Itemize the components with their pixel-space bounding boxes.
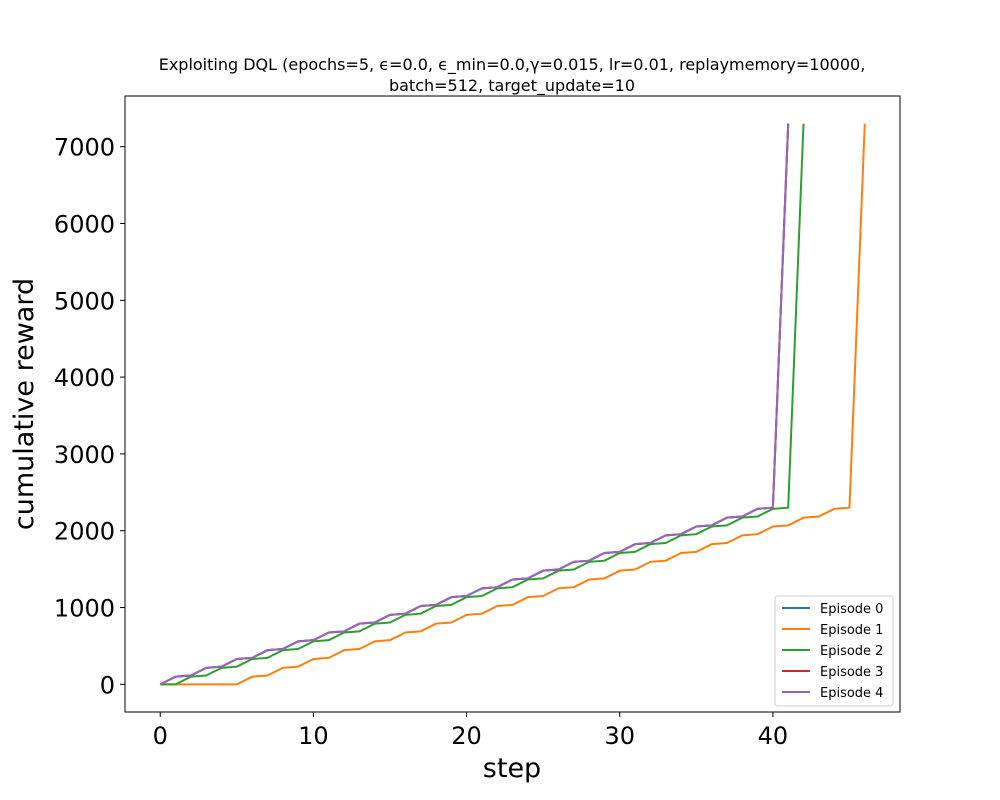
chart-title-line-2: batch=512, target_update=10 [389,76,635,96]
legend: Episode 0 Episode 1 Episode 2 Episode 3 Epis… [774,595,894,707]
legend-label-episode-4: Episode 4 [820,686,883,701]
x-tick-label: 10 [298,722,329,750]
y-axis-label: cumulative reward [9,278,40,530]
y-axis: 0 1000 2000 3000 4000 5000 6000 7000 [54,134,125,699]
legend-label-episode-2: Episode 2 [820,644,883,659]
y-tick-label: 5000 [54,287,115,315]
legend-label-episode-0: Episode 0 [820,602,883,617]
x-tick-label: 20 [451,722,482,750]
series-line-episode-0 [159,123,790,686]
y-tick-label: 2000 [54,518,115,546]
x-tick-label: 40 [758,722,789,750]
y-tick-label: 0 [100,671,115,699]
legend-label-episode-1: Episode 1 [820,623,883,638]
legend-frame [774,595,894,707]
legend-label-episode-3: Episode 3 [820,665,883,680]
y-tick-label: 3000 [54,441,115,469]
x-tick-label: 0 [153,722,168,750]
series-line-episode-3 [159,123,790,686]
y-tick-label: 1000 [54,595,115,623]
y-tick-label: 6000 [54,211,115,239]
plot-frame [124,95,901,713]
y-tick-label: 4000 [54,364,115,392]
x-axis: 0 10 20 30 40 [153,712,789,750]
x-axis-label: step [483,753,541,784]
x-tick-label: 30 [604,722,635,750]
chart-title-line-1: Exploiting DQL (epochs=5, ϵ=0.0, ϵ_min=0… [159,55,866,75]
series-line-episode-2 [160,123,805,686]
series-line-episode-4 [159,123,790,686]
series-line-episode-1 [160,123,866,686]
y-tick-label: 7000 [54,134,115,162]
series-layer [159,123,866,686]
